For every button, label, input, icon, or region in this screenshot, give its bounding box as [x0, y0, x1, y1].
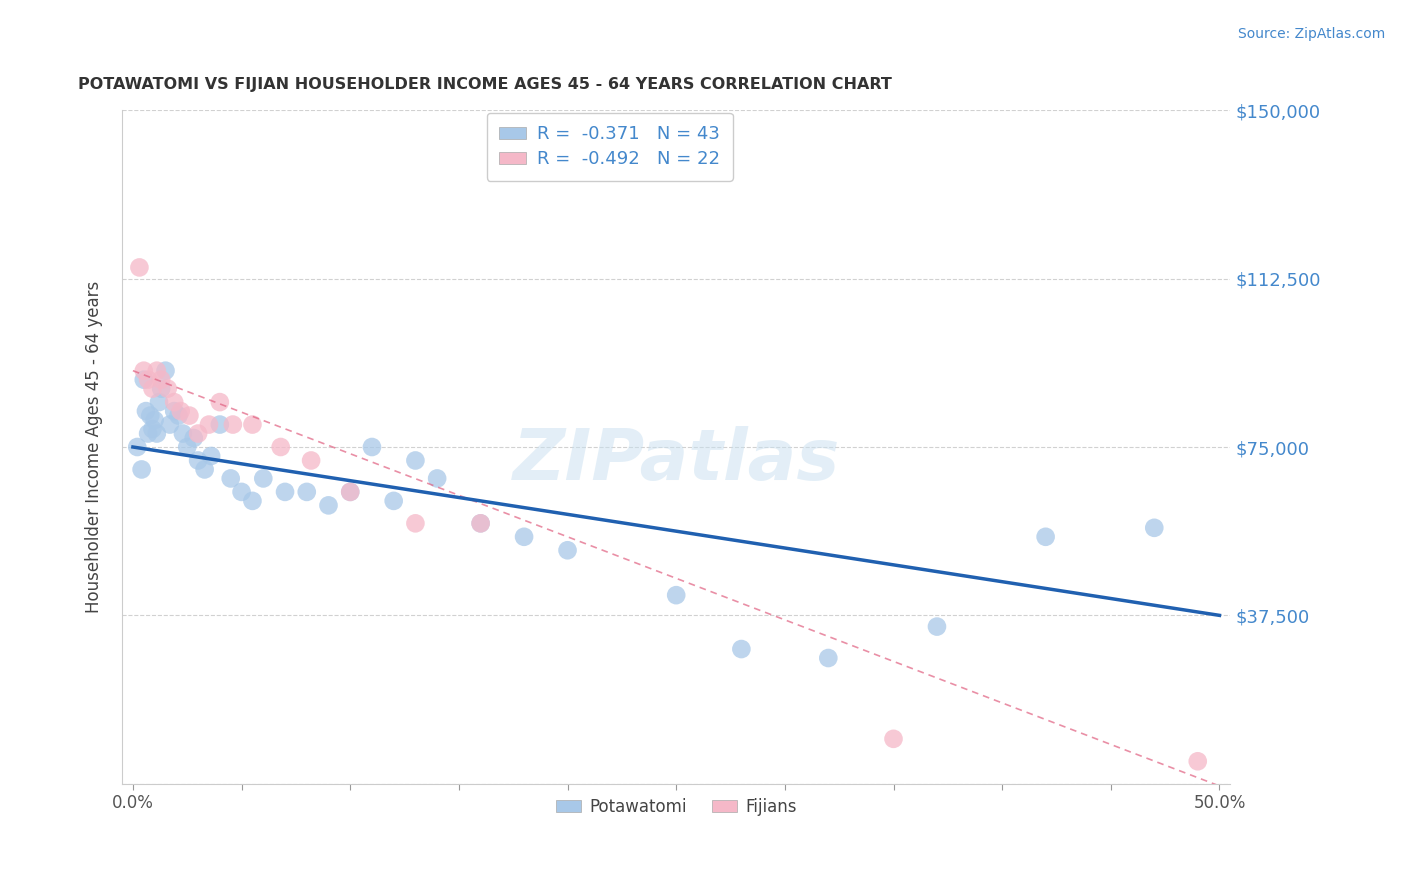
Point	[208, 417, 231, 432]
Point	[252, 471, 274, 485]
Point	[382, 494, 405, 508]
Point	[127, 440, 149, 454]
Point	[183, 431, 205, 445]
Point	[361, 440, 384, 454]
Point	[159, 417, 181, 432]
Point	[155, 364, 177, 378]
Point	[1187, 754, 1209, 768]
Point	[150, 382, 173, 396]
Point	[148, 395, 170, 409]
Point	[128, 260, 150, 275]
Point	[136, 426, 159, 441]
Point	[274, 484, 297, 499]
Point	[513, 530, 536, 544]
Point	[242, 494, 264, 508]
Point	[136, 373, 159, 387]
Point	[187, 426, 209, 441]
Point	[882, 731, 904, 746]
Point	[557, 543, 579, 558]
Point	[141, 382, 163, 396]
Legend: Potawatomi, Fijians: Potawatomi, Fijians	[550, 791, 803, 822]
Point	[170, 404, 193, 418]
Point	[925, 619, 948, 633]
Point	[200, 449, 222, 463]
Point	[270, 440, 292, 454]
Point	[1143, 521, 1166, 535]
Point	[139, 409, 162, 423]
Point	[198, 417, 221, 432]
Text: Source: ZipAtlas.com: Source: ZipAtlas.com	[1237, 27, 1385, 41]
Point	[817, 651, 839, 665]
Point	[150, 373, 173, 387]
Point	[146, 364, 169, 378]
Point	[1035, 530, 1057, 544]
Point	[163, 404, 186, 418]
Y-axis label: Householder Income Ages 45 - 64 years: Householder Income Ages 45 - 64 years	[86, 281, 103, 613]
Point	[187, 453, 209, 467]
Point	[135, 404, 157, 418]
Point	[318, 499, 340, 513]
Point	[426, 471, 449, 485]
Point	[730, 642, 752, 657]
Point	[172, 426, 194, 441]
Text: ZIPatlas: ZIPatlas	[513, 426, 839, 495]
Point	[167, 409, 190, 423]
Point	[176, 440, 198, 454]
Text: POTAWATOMI VS FIJIAN HOUSEHOLDER INCOME AGES 45 - 64 YEARS CORRELATION CHART: POTAWATOMI VS FIJIAN HOUSEHOLDER INCOME …	[77, 78, 891, 93]
Point	[665, 588, 688, 602]
Point	[295, 484, 318, 499]
Point	[163, 395, 186, 409]
Point	[242, 417, 264, 432]
Point	[141, 422, 163, 436]
Point	[219, 471, 242, 485]
Point	[132, 373, 155, 387]
Point	[470, 516, 492, 531]
Point	[132, 364, 155, 378]
Point	[339, 484, 361, 499]
Point	[131, 462, 153, 476]
Point	[231, 484, 253, 499]
Point	[156, 382, 179, 396]
Point	[179, 409, 201, 423]
Point	[404, 453, 426, 467]
Point	[470, 516, 492, 531]
Point	[222, 417, 245, 432]
Point	[143, 413, 166, 427]
Point	[404, 516, 426, 531]
Point	[299, 453, 322, 467]
Point	[208, 395, 231, 409]
Point	[146, 426, 169, 441]
Point	[194, 462, 217, 476]
Point	[339, 484, 361, 499]
